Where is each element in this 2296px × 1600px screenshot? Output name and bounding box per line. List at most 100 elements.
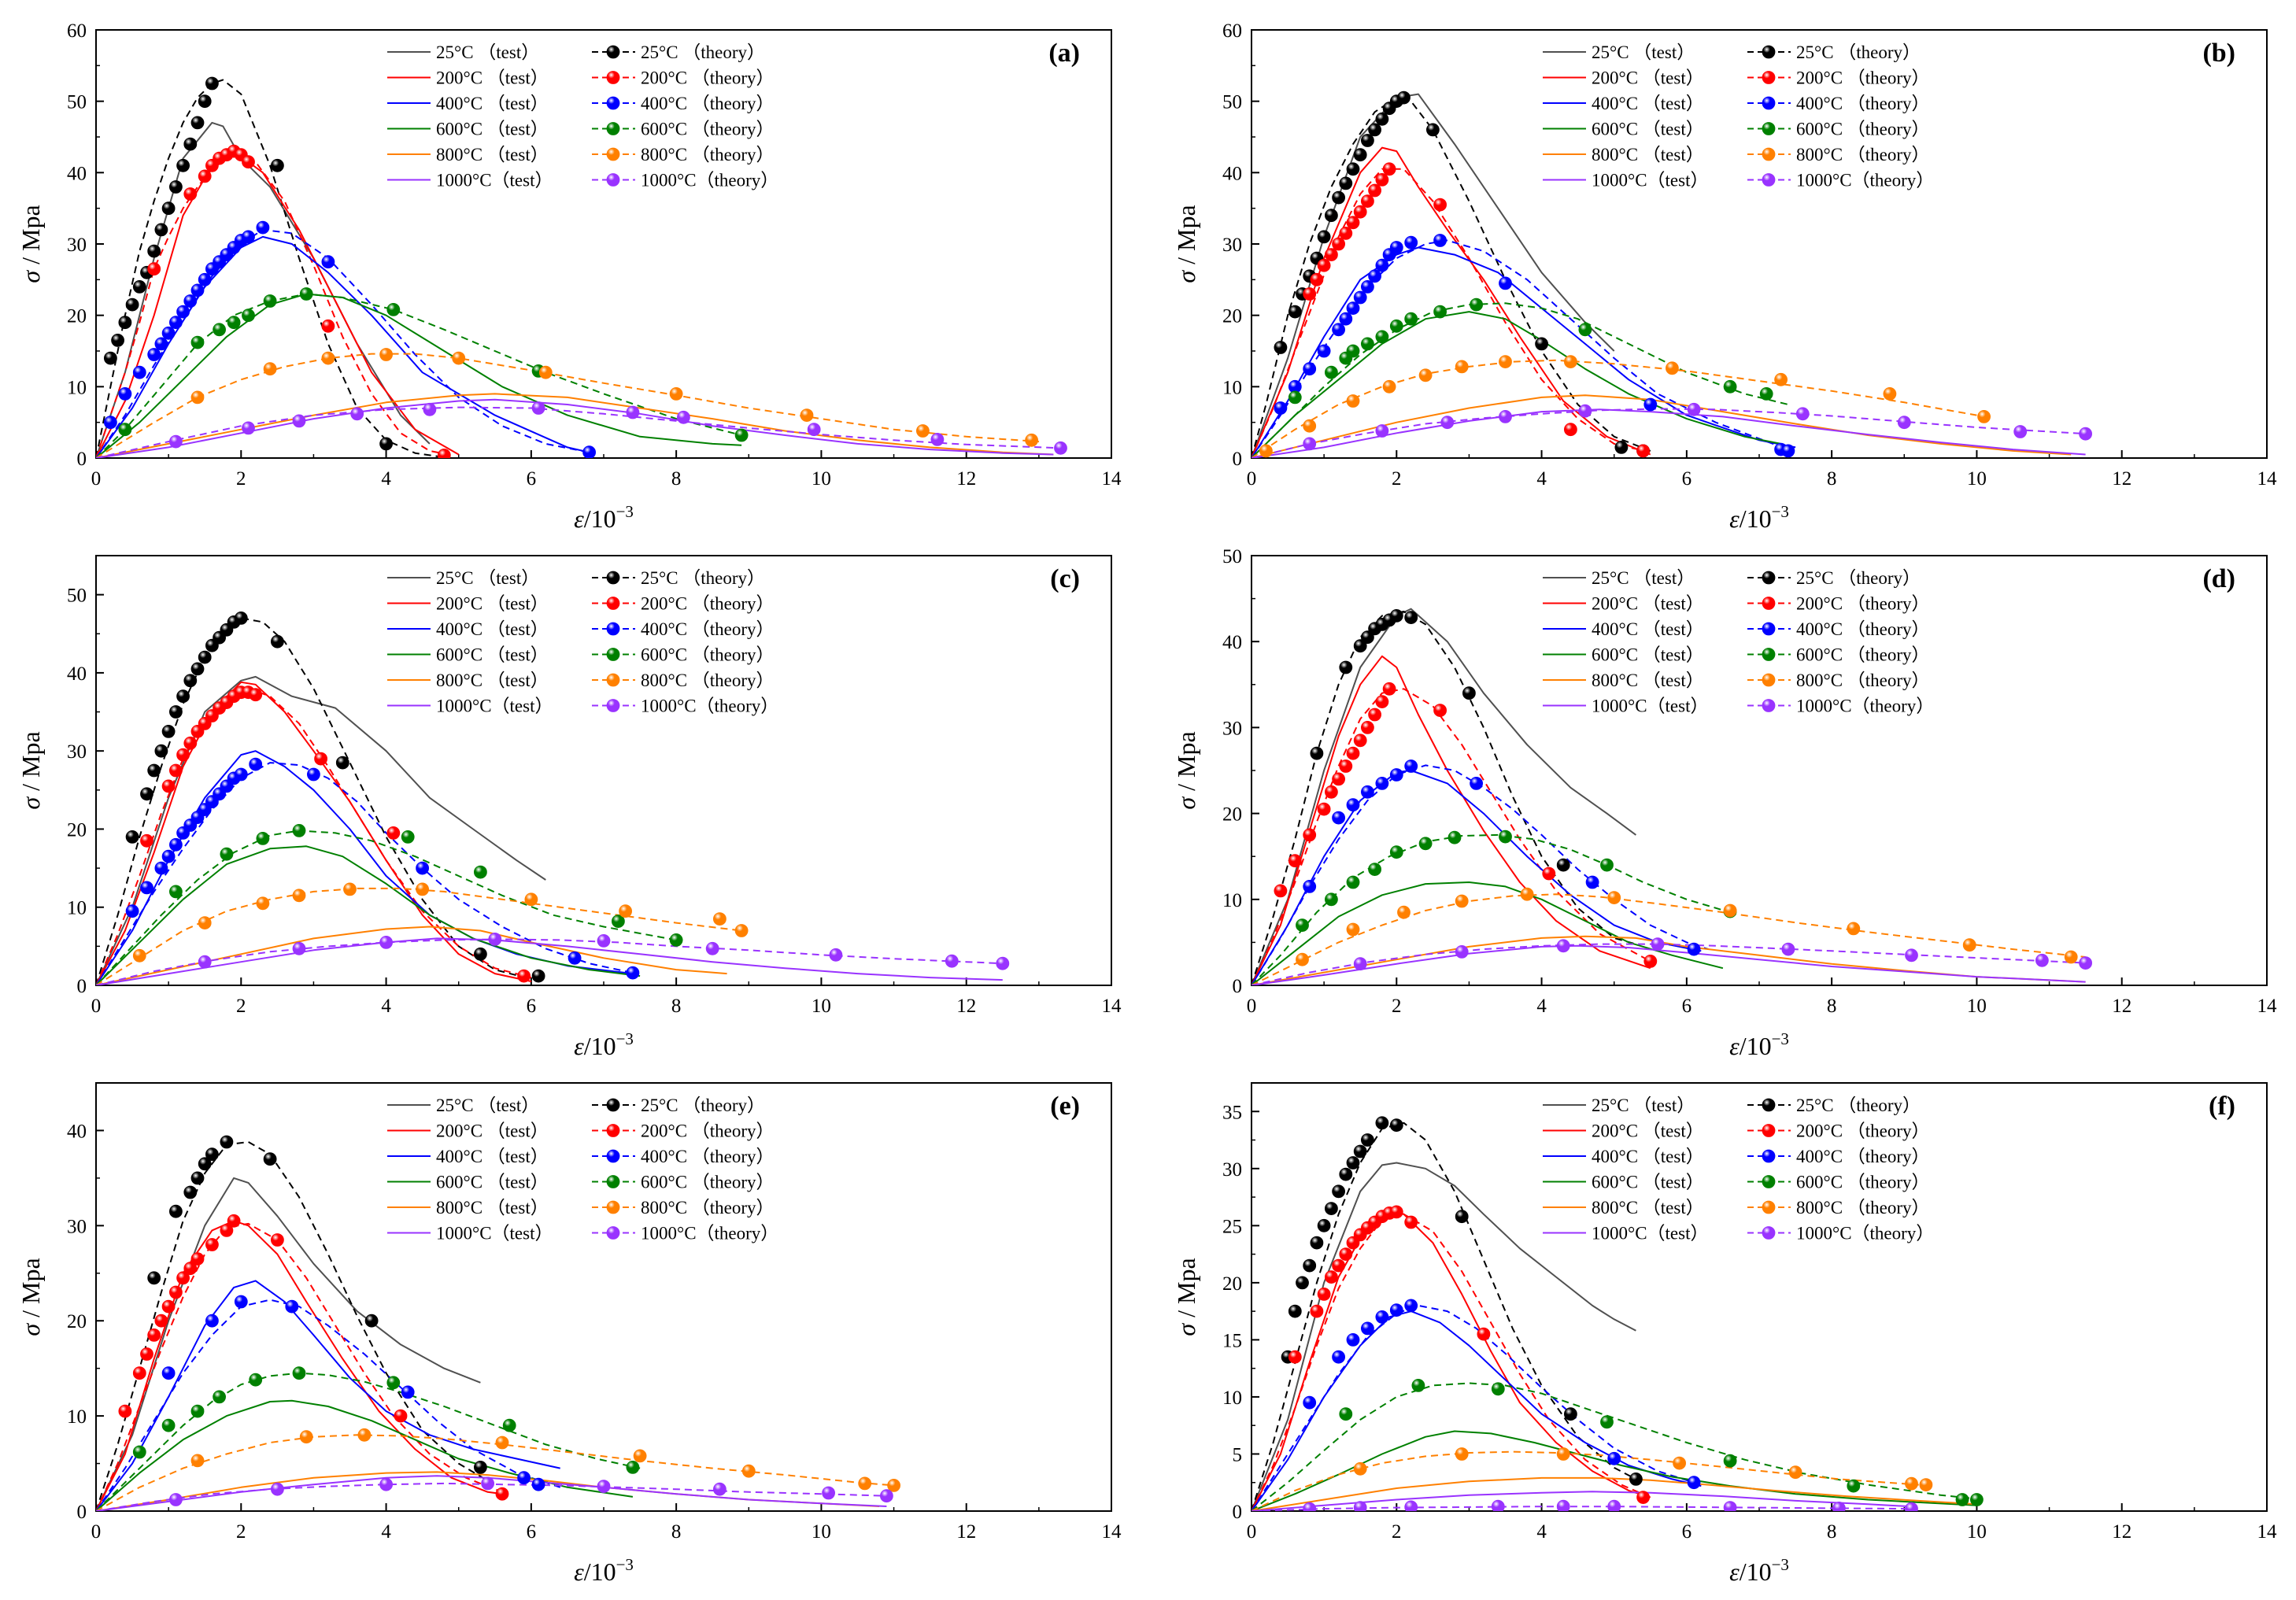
data-point-400c [234, 1295, 248, 1309]
legend-label-test: 1000°C（test） [436, 171, 553, 190]
legend-label-theory: 200°C （theory） [641, 68, 775, 88]
data-point-600c [1411, 1379, 1425, 1392]
data-point-25c [161, 725, 176, 738]
legend-label-theory: 25°C （theory） [641, 568, 765, 588]
data-point-25c [147, 763, 161, 778]
data-point-600c [386, 302, 401, 316]
data-point-800c [1382, 379, 1396, 394]
data-point-200c [1303, 287, 1317, 301]
data-point-800c [1346, 394, 1360, 408]
data-point-25c [190, 1171, 205, 1185]
legend-marker [1762, 1175, 1776, 1188]
legend: 25°C （test） 25°C （theory） 200°C （test） 200°… [387, 42, 778, 190]
legend-label-test: 25°C （test） [1592, 42, 1695, 62]
x-tick-label: 2 [1392, 1521, 1402, 1543]
data-point-800c [379, 348, 394, 361]
legend-label-theory: 1000°C（theory） [1796, 1224, 1934, 1243]
legend-marker [606, 571, 620, 585]
plot-frame [1251, 1082, 2268, 1512]
series-line-200c-test [1252, 1210, 1651, 1511]
x-tick-label: 14 [1102, 1521, 1122, 1543]
series-line-600c-test [96, 1399, 634, 1511]
y-tick-label: 15 [1222, 1330, 1242, 1351]
data-point-400c [1346, 798, 1360, 812]
series-line-200c-test [1252, 146, 1651, 458]
x-axis-label: ε/10−3 [574, 502, 634, 533]
legend-label-test: 600°C （test） [1592, 1173, 1704, 1192]
series-line-200c-theory [96, 1222, 503, 1511]
data-point-600c [256, 832, 270, 845]
data-point-1000c [1353, 957, 1367, 971]
data-point-400c [626, 966, 640, 980]
legend-label-theory: 400°C （theory） [641, 94, 775, 113]
data-point-1000c [1491, 1499, 1505, 1511]
data-point-800c [343, 882, 357, 896]
data-point-1000c [2035, 953, 2049, 967]
x-tick-label: 4 [381, 468, 391, 490]
data-point-400c [1274, 401, 1288, 415]
y-tick-label: 0 [1233, 976, 1243, 997]
y-tick-label: 5 [1233, 1444, 1243, 1465]
y-tick-label: 30 [1222, 1159, 1242, 1181]
data-point-200c [1361, 721, 1374, 734]
series-line-400c-theory [1252, 1304, 1695, 1511]
legend: 25°C （test） 25°C （theory） 200°C （test） 200°… [1543, 568, 1934, 716]
data-point-25c [335, 756, 349, 770]
legend-label-test: 200°C （test） [1592, 68, 1704, 88]
data-point-200c [183, 736, 198, 750]
data-point-800c [858, 1476, 872, 1491]
data-point-400c [1361, 279, 1374, 294]
data-point-800c [263, 362, 277, 376]
data-point-1000c [1832, 1502, 1846, 1511]
data-point-1000c [168, 1493, 183, 1506]
data-point-1000c [2079, 956, 2093, 970]
legend-label-theory: 200°C （theory） [641, 1121, 775, 1141]
data-point-25c [1332, 1184, 1345, 1199]
data-point-25c [1310, 746, 1324, 760]
series-line-800c-theory [96, 887, 742, 985]
plot-area [1252, 1116, 1984, 1511]
data-point-600c [1491, 1382, 1505, 1396]
data-point-200c [140, 1347, 153, 1361]
legend-marker [606, 147, 620, 161]
legend: 25°C （test） 25°C （theory） 200°C （test） 200°… [1543, 1096, 1934, 1243]
data-point-600c [132, 1445, 146, 1459]
data-point-200c [1310, 272, 1324, 286]
data-point-25c [270, 158, 284, 172]
legend-marker [606, 96, 620, 110]
data-point-400c [140, 881, 153, 895]
data-point-200c [1310, 1304, 1324, 1318]
data-point-25c [1556, 858, 1570, 872]
series-line-600c-theory [96, 830, 677, 985]
data-point-25c [190, 662, 205, 676]
series-line-25c-theory [96, 1141, 489, 1511]
data-point-25c [132, 279, 146, 294]
legend-label-test: 1000°C（test） [1592, 171, 1708, 190]
data-point-600c [1759, 386, 1773, 401]
data-point-25c [1325, 1202, 1338, 1215]
x-tick-label: 12 [956, 468, 976, 490]
series-line-25c-test [1252, 608, 1636, 985]
data-point-400c [1303, 880, 1317, 893]
legend-marker [1762, 648, 1776, 661]
data-point-800c [1977, 410, 1991, 423]
data-point-1000c [270, 1482, 284, 1496]
data-point-400c [517, 1471, 531, 1485]
data-point-200c [1303, 828, 1317, 842]
data-point-600c [190, 335, 205, 349]
series-line-600c-test [96, 293, 742, 458]
legend-label-test: 1000°C（test） [1592, 697, 1708, 716]
legend: 25°C （test） 25°C （theory） 200°C （test） 200°… [1543, 42, 1934, 190]
series-line-1000c-test [96, 937, 1003, 985]
y-tick-label: 40 [67, 663, 87, 685]
plot-area [1252, 608, 2093, 985]
data-point-400c [1361, 1321, 1374, 1336]
y-tick-label: 30 [67, 741, 87, 763]
data-point-800c [1303, 419, 1317, 433]
x-tick-label: 6 [527, 468, 537, 490]
y-axis-label: σ / Mpa [17, 1258, 45, 1336]
data-point-200c [154, 1314, 168, 1328]
x-tick-label: 2 [1392, 996, 1402, 1017]
y-axis-label: σ / Mpa [1172, 205, 1200, 283]
x-tick-label: 0 [1247, 996, 1257, 1017]
